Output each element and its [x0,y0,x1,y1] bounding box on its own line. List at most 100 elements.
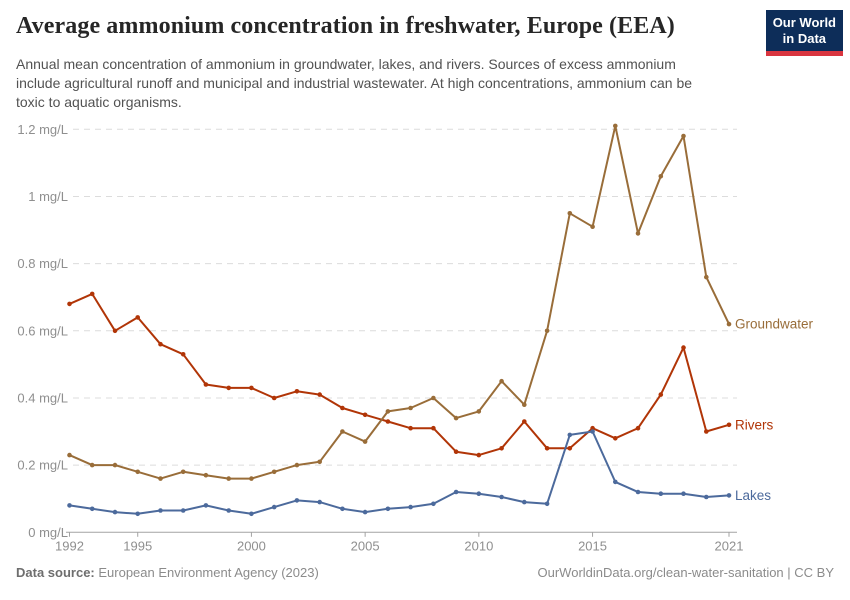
data-point [431,425,436,431]
data-point [431,501,436,507]
data-source-label: Data source: [16,565,95,580]
data-point [249,476,254,481]
data-point [476,409,482,414]
data-point [590,429,595,434]
data-point [408,504,413,510]
y-tick-label: 0.4 mg/L [17,390,68,405]
data-point [112,509,118,515]
x-tick-label: 2010 [464,538,493,553]
data-point [613,123,618,129]
data-point [590,224,595,229]
x-tick-label: 2000 [237,538,266,553]
y-tick-label: 0.8 mg/L [17,256,68,271]
data-point [294,389,300,394]
data-point [522,499,527,505]
data-point [67,503,72,508]
data-point [226,476,231,481]
data-point [476,491,482,497]
data-point [249,385,254,391]
data-point [726,321,732,327]
y-tick-label: 0.2 mg/L [17,458,68,473]
data-point [362,412,368,418]
data-point [658,392,664,397]
data-source: Data source: European Environment Agency… [16,565,319,580]
series-label-groundwater[interactable]: Groundwater [735,317,814,332]
data-point [544,328,550,334]
x-tick-label: 1992 [55,538,84,553]
data-point [203,503,209,508]
data-point [408,425,413,431]
data-point [453,489,459,495]
data-point [385,419,391,424]
data-point [453,449,459,455]
data-point [499,446,504,451]
data-point [613,436,618,441]
data-point [613,479,618,485]
series-markers-rivers [67,291,732,458]
data-point [385,409,391,414]
data-point [226,385,231,391]
data-point [476,452,482,458]
series-line-lakes [68,430,730,515]
data-source-text: European Environment Agency (2023) [94,565,319,580]
data-point [67,301,72,307]
y-tick-label: 1.2 mg/L [17,122,68,137]
data-point [158,476,163,481]
data-point [294,462,300,468]
data-point [567,211,573,216]
data-point [226,508,231,513]
data-point [158,508,163,513]
data-point [249,511,254,517]
data-point [203,472,209,478]
x-tick-label: 2015 [578,538,607,553]
data-point [704,494,709,500]
x-tick-label: 2005 [351,538,380,553]
data-point [522,402,527,408]
credit-link[interactable]: OurWorldinData.org/clean-water-sanitatio… [537,565,834,580]
owid-logo-line2: in Data [782,31,827,46]
data-point [658,174,664,179]
data-point [340,405,345,411]
data-point [135,315,140,320]
series-line-rivers [68,292,730,457]
data-point [112,328,118,334]
page-title: Average ammonium concentration in freshw… [16,13,675,39]
data-point [681,133,686,139]
data-point [408,405,413,411]
owid-logo[interactable]: Our World in Data [765,10,843,56]
data-point [635,425,641,431]
series-markers-groundwater [67,123,732,481]
series-label-rivers[interactable]: Rivers [735,417,774,432]
data-point [567,432,573,438]
y-tick-label: 1 mg/L [28,189,68,204]
data-point [271,469,277,475]
data-point [294,498,300,503]
data-point [317,459,323,465]
data-point [271,504,277,510]
data-point [317,392,323,397]
data-point [453,415,459,421]
data-point [522,419,527,424]
data-point [362,509,368,515]
data-point [385,506,391,512]
data-point [567,446,573,451]
data-point [726,422,732,428]
data-point [112,462,118,468]
series-label-lakes[interactable]: Lakes [735,488,771,503]
chart-footer: Data source: European Environment Agency… [16,565,834,580]
data-point [704,274,709,280]
data-point [89,462,95,468]
data-point [89,291,95,297]
data-point [544,501,550,507]
data-point [271,395,277,401]
data-point [135,511,140,517]
data-point [681,345,686,350]
data-point [499,494,504,500]
data-point [681,491,686,497]
data-point [658,491,664,497]
data-point [317,499,323,505]
x-tick-label: 2021 [715,538,744,553]
data-point [340,429,345,434]
data-point [362,439,368,444]
